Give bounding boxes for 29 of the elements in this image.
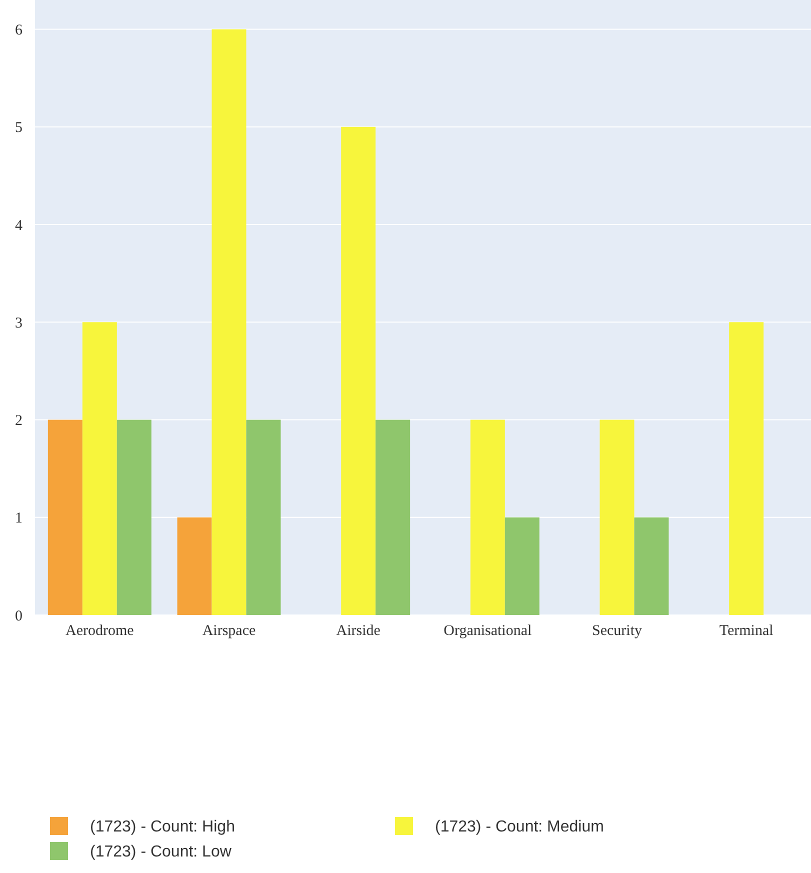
bar xyxy=(116,420,152,615)
x-tick-label: Terminal xyxy=(719,623,774,639)
bar xyxy=(212,29,246,615)
bar xyxy=(177,517,212,615)
x-tick-label: Organisational xyxy=(444,623,532,639)
y-tick-label: 3 xyxy=(15,315,22,332)
bar xyxy=(634,517,669,615)
y-tick-label: 1 xyxy=(15,510,22,527)
x-tick-label: Airspace xyxy=(202,623,256,639)
y-tick-label: 2 xyxy=(15,413,22,430)
y-tick-label: 4 xyxy=(15,218,23,234)
y-tick-label: 6 xyxy=(15,22,23,39)
legend-label: (1723) - Count: High xyxy=(90,818,235,836)
bar xyxy=(504,517,540,615)
bar xyxy=(376,420,410,615)
bar xyxy=(729,322,764,615)
y-tick-label: 5 xyxy=(15,120,22,136)
legend-label: (1723) - Count: Medium xyxy=(435,818,604,836)
bar xyxy=(470,420,505,615)
bar xyxy=(82,322,117,615)
y-tick-label: 0 xyxy=(15,608,22,624)
legend-label: (1723) - Count: Low xyxy=(90,844,232,861)
x-tick-label: Airside xyxy=(336,623,381,639)
bar xyxy=(48,420,82,615)
bar xyxy=(246,420,281,615)
bar xyxy=(600,420,634,615)
bar xyxy=(341,126,376,615)
x-tick-label: Aerodrome xyxy=(66,623,134,639)
x-tick-label: Security xyxy=(592,623,642,639)
